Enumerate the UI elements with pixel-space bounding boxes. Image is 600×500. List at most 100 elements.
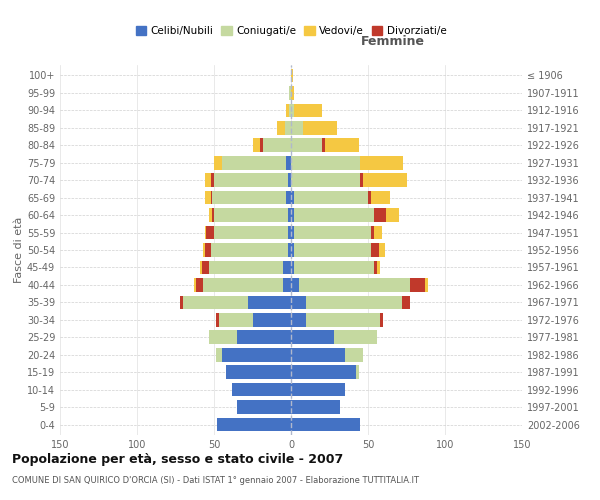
Bar [286, 156, 291, 170]
Bar [291, 330, 334, 344]
Bar [360, 156, 403, 170]
Bar [203, 278, 283, 291]
Bar [291, 68, 293, 82]
Bar [294, 191, 368, 204]
Bar [374, 260, 377, 274]
Bar [291, 121, 304, 134]
Bar [196, 278, 203, 291]
Bar [202, 260, 209, 274]
Bar [205, 191, 211, 204]
Bar [410, 278, 425, 291]
Bar [214, 226, 288, 239]
Bar [294, 260, 374, 274]
Legend: Celibi/Nubili, Coniugati/e, Vedovi/e, Divorziati/e: Celibi/Nubili, Coniugati/e, Vedovi/e, Di… [131, 22, 451, 40]
Bar [211, 243, 288, 257]
Bar [205, 226, 206, 239]
Bar [194, 278, 196, 291]
Bar [368, 191, 371, 204]
Bar [183, 296, 248, 309]
Bar [209, 330, 237, 344]
Bar [291, 366, 356, 379]
Bar [286, 191, 291, 204]
Bar [291, 104, 294, 117]
Text: Femmine: Femmine [361, 36, 425, 49]
Bar [291, 243, 294, 257]
Bar [371, 243, 379, 257]
Bar [294, 104, 322, 117]
Bar [294, 208, 374, 222]
Bar [356, 366, 359, 379]
Bar [291, 226, 294, 239]
Bar [253, 138, 260, 152]
Bar [380, 313, 383, 326]
Bar [291, 313, 307, 326]
Bar [294, 243, 371, 257]
Bar [211, 191, 212, 204]
Bar [212, 208, 214, 222]
Bar [277, 121, 285, 134]
Bar [402, 296, 410, 309]
Bar [291, 86, 294, 100]
Bar [200, 260, 202, 274]
Bar [288, 174, 291, 187]
Bar [285, 121, 291, 134]
Bar [360, 174, 364, 187]
Bar [180, 296, 183, 309]
Bar [214, 156, 222, 170]
Bar [218, 313, 253, 326]
Bar [377, 260, 380, 274]
Bar [203, 243, 205, 257]
Y-axis label: Anni di nascita: Anni di nascita [599, 209, 600, 291]
Bar [215, 348, 222, 362]
Bar [289, 104, 291, 117]
Bar [379, 243, 385, 257]
Bar [222, 348, 291, 362]
Bar [209, 260, 283, 274]
Bar [291, 296, 307, 309]
Bar [205, 243, 211, 257]
Bar [291, 138, 322, 152]
Bar [214, 208, 288, 222]
Bar [248, 296, 291, 309]
Bar [371, 226, 374, 239]
Bar [291, 156, 360, 170]
Bar [288, 226, 291, 239]
Bar [283, 278, 291, 291]
Bar [291, 400, 340, 414]
Y-axis label: Fasce di età: Fasce di età [14, 217, 24, 283]
Bar [371, 191, 389, 204]
Bar [291, 278, 299, 291]
Bar [237, 400, 291, 414]
Bar [291, 174, 360, 187]
Bar [345, 348, 364, 362]
Bar [334, 330, 377, 344]
Bar [304, 121, 337, 134]
Bar [307, 313, 380, 326]
Bar [291, 383, 345, 396]
Bar [211, 174, 214, 187]
Bar [291, 260, 294, 274]
Bar [206, 226, 214, 239]
Bar [222, 156, 286, 170]
Bar [263, 138, 291, 152]
Bar [217, 418, 291, 432]
Bar [209, 208, 212, 222]
Bar [253, 313, 291, 326]
Bar [291, 348, 345, 362]
Bar [283, 260, 291, 274]
Bar [288, 243, 291, 257]
Text: COMUNE DI SAN QUIRICO D'ORCIA (SI) - Dati ISTAT 1° gennaio 2007 - Elaborazione T: COMUNE DI SAN QUIRICO D'ORCIA (SI) - Dat… [12, 476, 419, 485]
Bar [286, 104, 289, 117]
Bar [307, 296, 402, 309]
Bar [386, 208, 399, 222]
Bar [425, 278, 428, 291]
Bar [374, 208, 386, 222]
Bar [215, 313, 218, 326]
Bar [325, 138, 359, 152]
Bar [322, 138, 325, 152]
Bar [374, 226, 382, 239]
Bar [299, 278, 410, 291]
Bar [205, 174, 211, 187]
Bar [214, 174, 288, 187]
Bar [212, 191, 286, 204]
